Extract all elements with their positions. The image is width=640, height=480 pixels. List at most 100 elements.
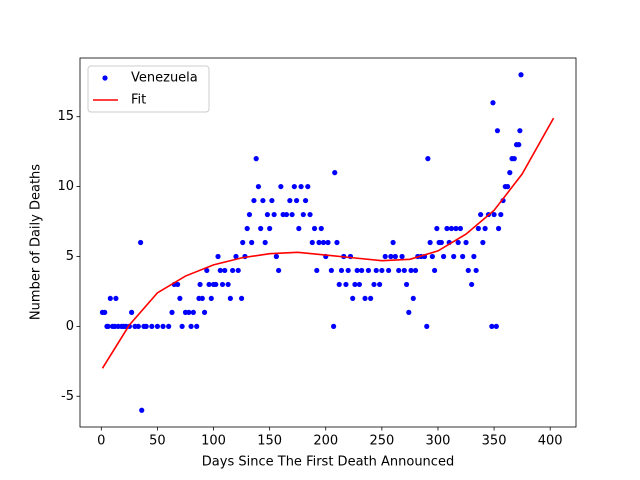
data-point — [311, 225, 318, 232]
data-point — [190, 309, 196, 315]
x-tick-label: 100 — [201, 434, 226, 449]
data-point — [215, 253, 221, 260]
data-point — [227, 295, 233, 302]
data-point — [255, 183, 262, 190]
data-point — [401, 267, 407, 274]
data-point — [480, 239, 486, 246]
data-point — [448, 225, 455, 232]
data-point — [354, 267, 360, 274]
data-point — [291, 183, 297, 190]
data-point — [493, 323, 499, 329]
x-tick-label: 50 — [149, 434, 166, 449]
data-point — [406, 309, 412, 315]
data-point — [438, 239, 444, 246]
data-point — [498, 211, 504, 218]
data-point — [425, 156, 431, 162]
data-point — [469, 281, 475, 288]
data-point — [269, 197, 275, 204]
data-point — [246, 211, 253, 218]
x-tick-label: 350 — [482, 434, 507, 449]
data-point — [217, 267, 223, 274]
fit-line — [101, 117, 555, 369]
plot-frame — [79, 57, 577, 428]
data-point — [302, 197, 309, 204]
data-point — [320, 239, 327, 246]
data-point — [382, 253, 388, 260]
data-point — [260, 197, 266, 204]
data-point — [424, 323, 430, 329]
data-point — [309, 239, 315, 246]
data-point — [412, 267, 419, 274]
data-point — [300, 211, 306, 218]
data-point — [267, 225, 273, 232]
data-point — [251, 197, 257, 204]
data-point — [199, 295, 205, 302]
data-point — [298, 183, 304, 190]
y-tick-label: 10 — [57, 179, 74, 194]
legend-marker — [102, 75, 108, 81]
data-point — [465, 267, 471, 274]
data-point — [213, 281, 219, 288]
data-point — [139, 407, 145, 413]
legend-label: Fit — [131, 93, 146, 108]
data-point — [107, 295, 113, 302]
data-point — [332, 170, 338, 176]
data-point — [343, 281, 349, 288]
y-tick-label: 5 — [66, 249, 74, 264]
data-point — [388, 253, 394, 260]
data-point — [244, 225, 250, 232]
x-tick-label: 0 — [97, 434, 105, 449]
data-point — [179, 323, 185, 329]
data-point — [278, 183, 284, 190]
data-point — [336, 281, 342, 288]
data-point — [316, 239, 322, 246]
data-point — [478, 211, 484, 218]
data-point — [169, 309, 175, 315]
data-point — [331, 323, 337, 329]
data-point — [258, 225, 264, 232]
data-point — [356, 281, 363, 288]
data-point — [434, 225, 440, 232]
x-tick-label: 250 — [369, 434, 394, 449]
y-tick-label: 0 — [66, 319, 74, 334]
data-point — [408, 267, 414, 274]
data-point — [385, 267, 392, 274]
data-point — [473, 267, 479, 274]
data-point — [206, 281, 212, 288]
data-point — [432, 267, 438, 274]
data-point — [135, 323, 141, 329]
data-point — [504, 183, 511, 190]
data-point — [516, 142, 522, 148]
data-point — [427, 239, 433, 246]
data-point — [287, 197, 293, 204]
data-point — [276, 267, 282, 274]
data-point — [444, 225, 450, 232]
data-point — [507, 170, 513, 176]
x-axis-label: Days Since The First Death Announced — [202, 455, 454, 470]
data-point — [410, 295, 416, 302]
data-point — [362, 295, 368, 302]
data-point — [396, 267, 402, 274]
data-point — [365, 267, 371, 274]
data-point — [186, 309, 192, 315]
data-point — [334, 239, 340, 246]
data-point — [264, 211, 271, 218]
data-point — [305, 183, 311, 190]
data-point — [143, 323, 149, 329]
data-point — [222, 267, 228, 274]
data-point — [455, 239, 461, 246]
data-point — [463, 239, 469, 246]
data-point — [253, 156, 259, 162]
data-point — [201, 309, 208, 315]
legend-box — [87, 65, 210, 113]
x-tick-label: 200 — [313, 434, 338, 449]
data-point — [230, 267, 236, 274]
data-point — [399, 253, 405, 260]
data-point — [352, 281, 358, 288]
data-point — [105, 323, 111, 329]
data-point — [350, 295, 356, 302]
data-point — [160, 323, 166, 329]
data-point — [149, 323, 155, 329]
data-point — [429, 253, 435, 260]
